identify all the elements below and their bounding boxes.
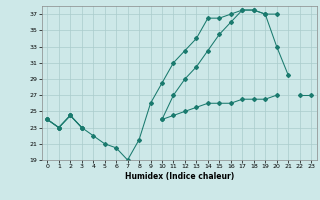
X-axis label: Humidex (Indice chaleur): Humidex (Indice chaleur) [124, 172, 234, 181]
